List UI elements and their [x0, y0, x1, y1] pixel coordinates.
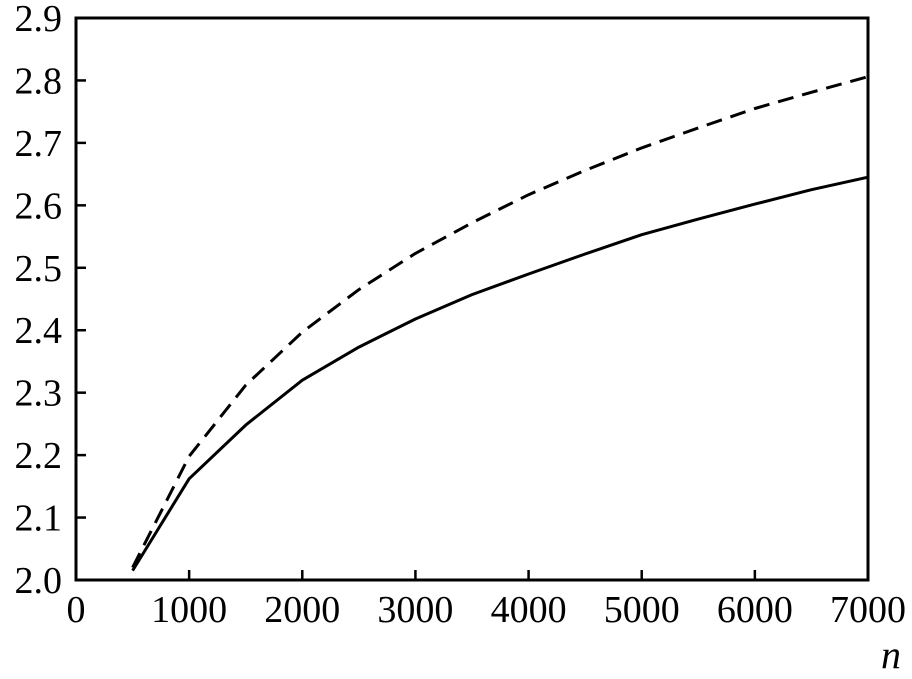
x-tick-label: 4000: [491, 589, 567, 631]
y-tick-label: 2.6: [15, 185, 63, 227]
x-axis-label: n: [881, 632, 901, 677]
x-tick-label: 3000: [377, 589, 453, 631]
x-tick-label: 6000: [717, 589, 793, 631]
dashed-series-line: [131, 75, 869, 569]
x-tick-label: 5000: [604, 589, 680, 631]
x-tick-label: 0: [67, 589, 86, 631]
x-tick-label: 7000: [830, 589, 906, 631]
y-tick-label: 2.9: [15, 0, 63, 40]
y-tick-label: 2.5: [15, 248, 63, 290]
solid-series-line: [131, 175, 869, 572]
y-tick-label: 2.7: [15, 123, 63, 165]
y-tick-label: 2.3: [15, 373, 63, 415]
y-tick-label: 2.0: [15, 560, 63, 602]
x-axis-ticks: 0 1000 2000 3000 4000 5000 6000 7000: [67, 570, 906, 631]
x-tick-label: 2000: [264, 589, 340, 631]
y-tick-label: 2.1: [15, 498, 63, 540]
plot-frame: [74, 16, 870, 582]
y-tick-label: 2.2: [15, 435, 63, 477]
y-tick-label: 2.4: [15, 310, 63, 352]
series-layer: [131, 75, 869, 572]
x-tick-label: 1000: [151, 589, 227, 631]
y-tick-label: 2.8: [15, 60, 63, 102]
y-axis-ticks: 2.0 2.1 2.2 2.3 2.4 2.5 2.6 2.7 2.8 2.9: [15, 0, 86, 602]
